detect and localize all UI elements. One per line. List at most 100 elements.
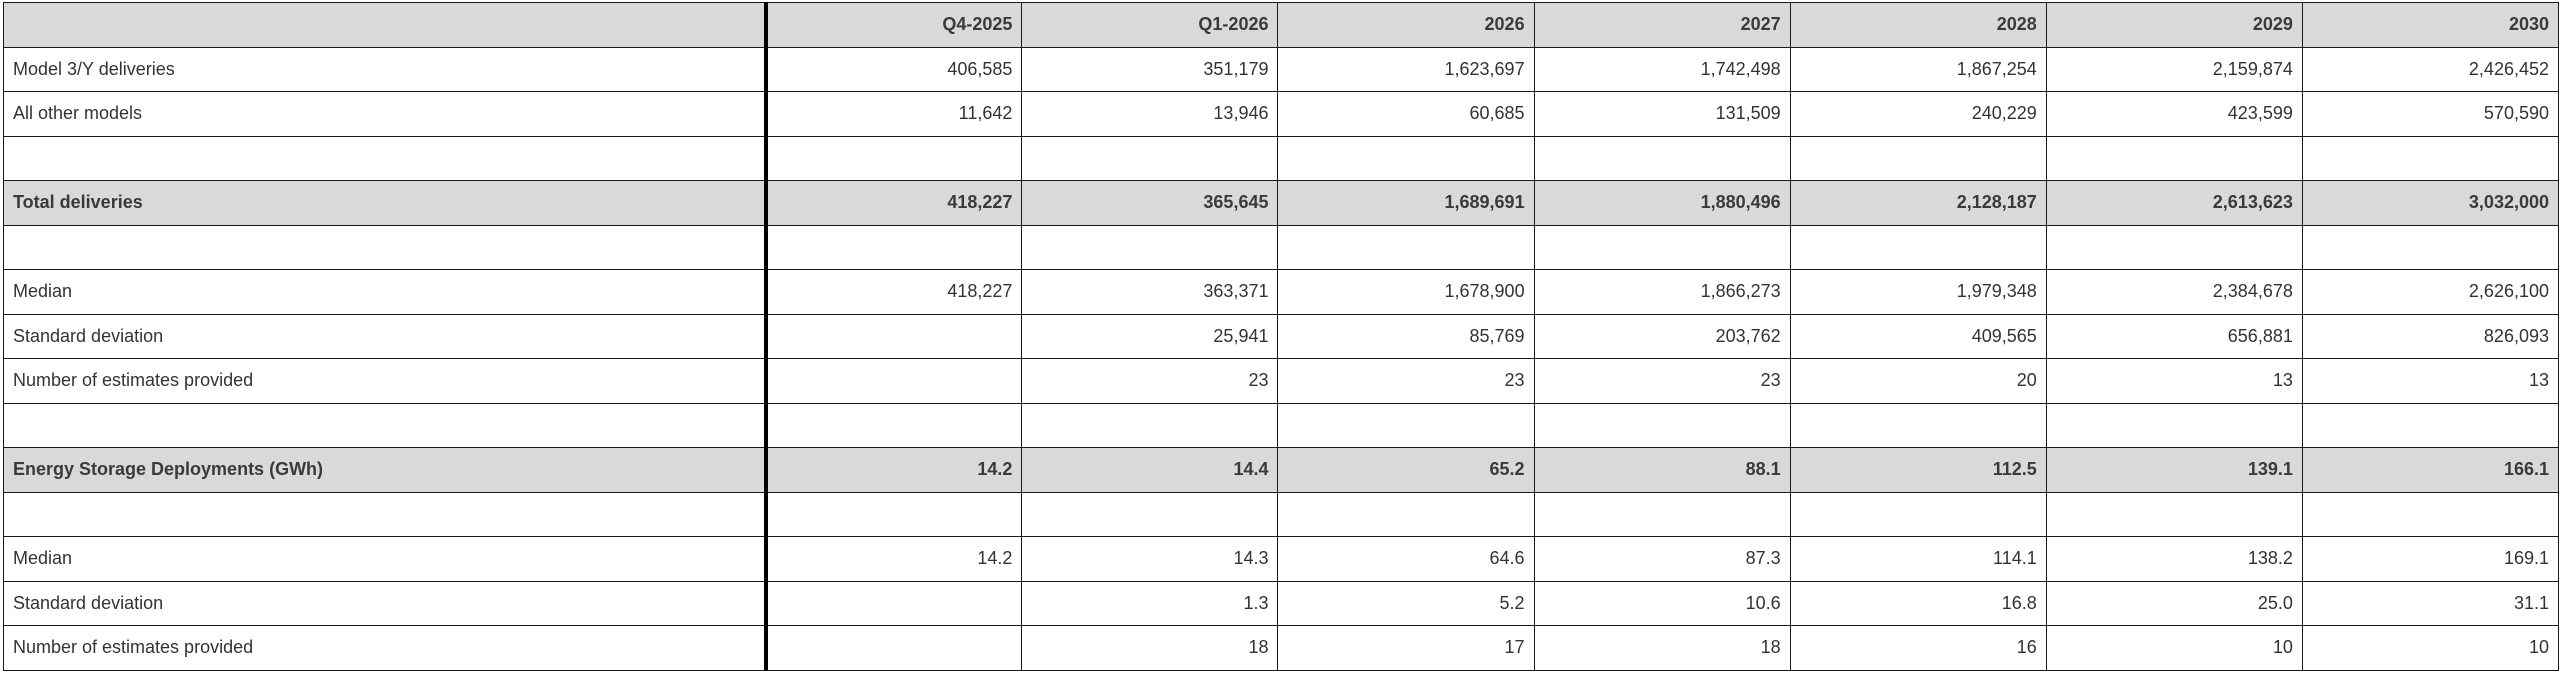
value-cell [2301, 224, 2560, 270]
value-cell [1533, 491, 1791, 537]
value-cell [765, 358, 1023, 404]
value-cell [1021, 491, 1279, 537]
value-cell: 409,565 [1789, 313, 2047, 359]
value-cell: 363,371 [1021, 269, 1279, 315]
value-cell [2045, 224, 2303, 270]
blank-row [2, 135, 2560, 181]
value-cell [1021, 135, 1279, 181]
total-row: Energy Storage Deployments (GWh) 14.2 14.4… [2, 447, 2560, 493]
value-cell: 23 [1021, 358, 1279, 404]
value-cell [765, 580, 1023, 626]
value-cell: 13 [2045, 358, 2303, 404]
value-cell: 1,867,254 [1789, 46, 2047, 92]
value-cell: 13,946 [1021, 91, 1279, 137]
value-cell: 16.8 [1789, 580, 2047, 626]
value-cell: 112.5 [1789, 447, 2047, 493]
value-cell [765, 135, 1023, 181]
value-cell: 85,769 [1277, 313, 1535, 359]
value-cell: 10 [2301, 625, 2560, 671]
value-cell [1789, 402, 2047, 448]
value-cell: 23 [1533, 358, 1791, 404]
table-body: Model 3/Y deliveries 406,585 351,179 1,623,… [2, 46, 2560, 671]
row-label: Standard deviation [2, 580, 768, 626]
header-cell-label [2, 2, 768, 48]
row-label: Energy Storage Deployments (GWh) [2, 447, 768, 493]
value-cell: 65.2 [1277, 447, 1535, 493]
value-cell: 10.6 [1533, 580, 1791, 626]
value-cell [1277, 135, 1535, 181]
value-cell: 17 [1277, 625, 1535, 671]
value-cell [1533, 224, 1791, 270]
value-cell [1533, 402, 1791, 448]
value-cell: 406,585 [765, 46, 1023, 92]
value-cell [2045, 491, 2303, 537]
row-label [2, 491, 768, 537]
value-cell: 2,159,874 [2045, 46, 2303, 92]
header-cell-2026: 2026 [1277, 2, 1535, 48]
value-cell: 570,590 [2301, 91, 2560, 137]
value-cell: 14.2 [765, 536, 1023, 582]
row-label: Total deliveries [2, 180, 768, 226]
value-cell [1533, 135, 1791, 181]
value-cell [1789, 224, 2047, 270]
value-cell: 418,227 [765, 180, 1023, 226]
row-label: Number of estimates provided [2, 625, 768, 671]
value-cell: 2,426,452 [2301, 46, 2560, 92]
row-label: Median [2, 536, 768, 582]
value-cell [765, 224, 1023, 270]
value-cell [2301, 491, 2560, 537]
row-label: Model 3/Y deliveries [2, 46, 768, 92]
row-label [2, 402, 768, 448]
value-cell [1789, 491, 2047, 537]
value-cell [2045, 135, 2303, 181]
value-cell: 14.3 [1021, 536, 1279, 582]
value-cell: 139.1 [2045, 447, 2303, 493]
value-cell: 166.1 [2301, 447, 2560, 493]
value-cell: 1,623,697 [1277, 46, 1535, 92]
value-cell [2301, 135, 2560, 181]
value-cell: 1,866,273 [1533, 269, 1791, 315]
table-row: Standard deviation 25,941 85,769 203,762 409… [2, 313, 2560, 359]
value-cell: 114.1 [1789, 536, 2047, 582]
header-cell-q1-2026: Q1-2026 [1021, 2, 1279, 48]
table-row: Model 3/Y deliveries 406,585 351,179 1,623,… [2, 46, 2560, 92]
value-cell: 1,689,691 [1277, 180, 1535, 226]
value-cell [1789, 135, 2047, 181]
value-cell: 60,685 [1277, 91, 1535, 137]
blank-row [2, 491, 2560, 537]
value-cell [765, 313, 1023, 359]
value-cell: 23 [1277, 358, 1535, 404]
value-cell [1277, 224, 1535, 270]
value-cell: 87.3 [1533, 536, 1791, 582]
consensus-table: Q4-2025 Q1-2026 2026 2027 2028 2029 2030… [2, 2, 2560, 671]
blank-row [2, 224, 2560, 270]
value-cell: 10 [2045, 625, 2303, 671]
value-cell: 351,179 [1021, 46, 1279, 92]
value-cell: 16 [1789, 625, 2047, 671]
value-cell: 2,613,623 [2045, 180, 2303, 226]
header-row: Q4-2025 Q1-2026 2026 2027 2028 2029 2030 [2, 2, 2560, 48]
header-cell-q4-2025: Q4-2025 [765, 2, 1023, 48]
value-cell: 1.3 [1021, 580, 1279, 626]
row-label: Standard deviation [2, 313, 768, 359]
value-cell [2301, 402, 2560, 448]
value-cell: 826,093 [2301, 313, 2560, 359]
value-cell: 3,032,000 [2301, 180, 2560, 226]
value-cell: 240,229 [1789, 91, 2047, 137]
header-cell-2028: 2028 [1789, 2, 2047, 48]
value-cell: 1,678,900 [1277, 269, 1535, 315]
table-row: Median 418,227 363,371 1,678,900 1,866,273 1,… [2, 269, 2560, 315]
row-label: Number of estimates provided [2, 358, 768, 404]
value-cell: 18 [1021, 625, 1279, 671]
header-cell-2029: 2029 [2045, 2, 2303, 48]
table-row: Median 14.2 14.3 64.6 87.3 114.1 138.2 169.1 [2, 536, 2560, 582]
value-cell: 656,881 [2045, 313, 2303, 359]
value-cell: 138.2 [2045, 536, 2303, 582]
row-label: All other models [2, 91, 768, 137]
value-cell: 203,762 [1533, 313, 1791, 359]
value-cell: 131,509 [1533, 91, 1791, 137]
value-cell: 5.2 [1277, 580, 1535, 626]
table-row: Standard deviation 1.3 5.2 10.6 16.8 25.0 31.1 [2, 580, 2560, 626]
value-cell: 18 [1533, 625, 1791, 671]
value-cell [1021, 402, 1279, 448]
